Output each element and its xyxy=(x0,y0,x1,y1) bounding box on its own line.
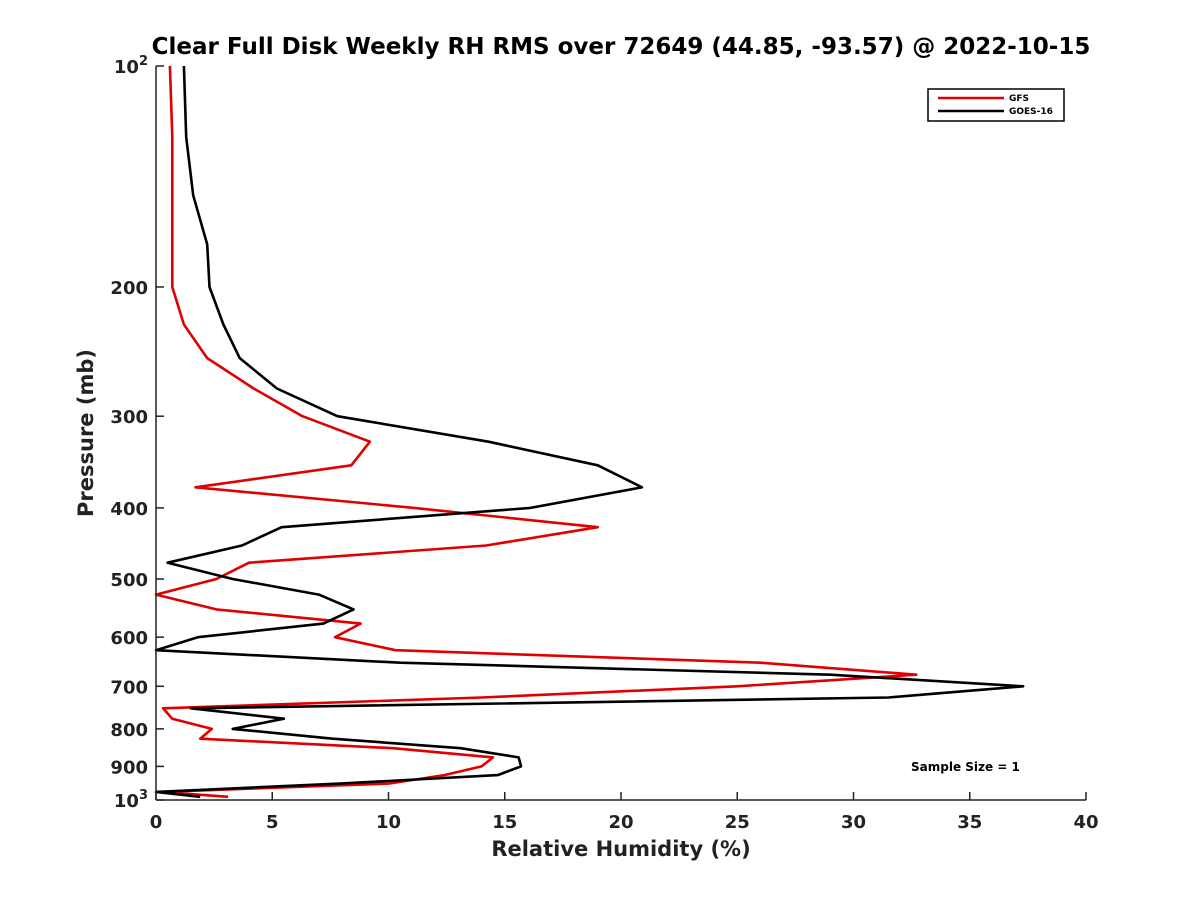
legend-label-gfs: GFS xyxy=(1009,94,1029,104)
x-tick-label: 40 xyxy=(1073,812,1098,833)
y-tick-label: 800 xyxy=(110,720,148,741)
chart-title: Clear Full Disk Weekly RH RMS over 72649… xyxy=(152,34,1091,60)
y-tick-label: 400 xyxy=(110,499,148,520)
series-line-goes-16 xyxy=(154,65,1025,799)
x-tick-label: 30 xyxy=(841,812,866,833)
x-tick-label: 35 xyxy=(957,812,982,833)
y-tick-label: 900 xyxy=(110,757,148,778)
x-axis-ticks: 0 5 10 15 20 25 30 35 40 xyxy=(150,792,1099,833)
y-tick-label: 600 xyxy=(110,628,148,649)
y-axis-label: Pressure (mb) xyxy=(74,349,98,517)
series-line-gfs xyxy=(154,65,918,799)
y-tick-label: 500 xyxy=(110,570,148,591)
x-tick-label: 25 xyxy=(725,812,750,833)
y-tick-label: 300 xyxy=(110,407,148,428)
legend: GFS GOES-16 xyxy=(927,88,1065,122)
y-tick-label: 102 xyxy=(114,54,148,78)
y-tick-label: 200 xyxy=(110,278,148,299)
legend-label-goes-16: GOES-16 xyxy=(1009,107,1053,117)
x-tick-label: 10 xyxy=(376,812,401,833)
y-axis-ticks: 102 200 300 400 500 600 700 800 900 103 xyxy=(110,54,164,812)
legend-box xyxy=(927,88,1065,122)
sample-size-annotation: Sample Size = 1 xyxy=(911,760,1020,774)
plot-lines xyxy=(154,65,1025,799)
x-tick-label: 15 xyxy=(492,812,517,833)
x-axis-label: Relative Humidity (%) xyxy=(491,837,750,861)
x-tick-label: 0 xyxy=(150,812,163,833)
x-tick-label: 20 xyxy=(608,812,633,833)
y-tick-label: 103 xyxy=(114,788,148,812)
x-tick-label: 5 xyxy=(266,812,279,833)
y-tick-label: 700 xyxy=(110,677,148,698)
